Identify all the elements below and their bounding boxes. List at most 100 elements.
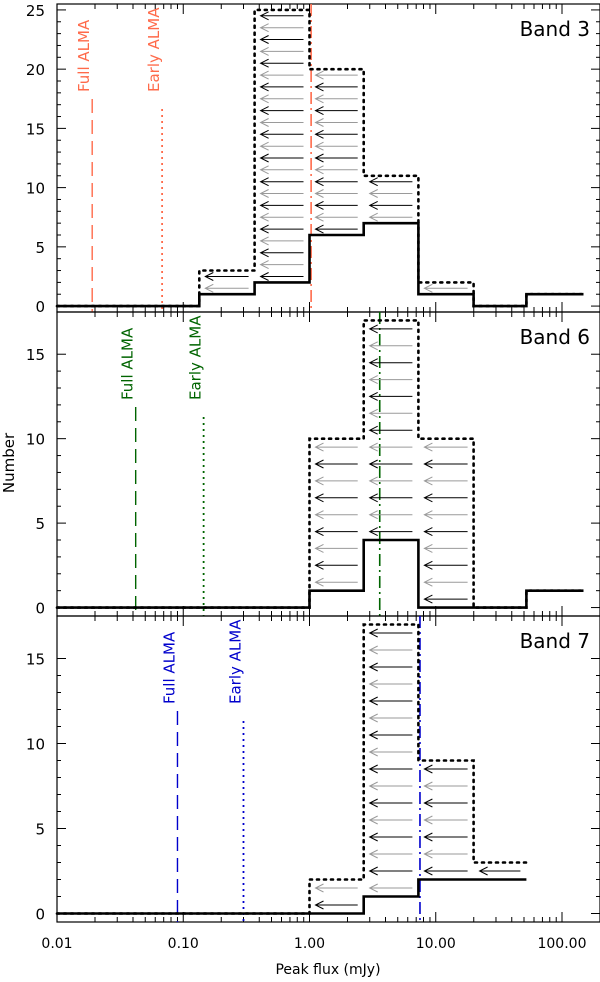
- upper-limit-arrow: [368, 781, 413, 791]
- upper-limit-arrow: [259, 11, 304, 21]
- panel-band-7: 0 5 10 15 Full ALMA Early ALMA Band 7: [26, 615, 600, 924]
- upper-limit-arrow: [368, 730, 413, 740]
- early-alma-label: Early ALMA: [145, 7, 163, 92]
- upper-limit-arrow: [259, 165, 304, 175]
- upper-limit-arrow: [314, 883, 358, 893]
- panel-band-6: 0 5 10 15 Full ALMA Early ALMA Band 6: [26, 311, 600, 618]
- upper-limit-arrow: [314, 94, 358, 104]
- upper-limit-arrow: [368, 866, 413, 876]
- upper-limit-arrow: [423, 510, 468, 520]
- upper-limit-arrow: [259, 82, 304, 92]
- x-tick-label: 0.10: [168, 936, 199, 952]
- upper-limit-arrow: [478, 866, 521, 876]
- upper-limit-arrow: [368, 662, 413, 672]
- y-tick-label: 0: [35, 600, 45, 618]
- upper-limit-arrow: [368, 815, 413, 825]
- upper-limit-arrow: [259, 35, 304, 44]
- y-tick-label: 10: [26, 180, 45, 198]
- upper-limit-arrow: [259, 141, 304, 151]
- upper-limit-arrow: [259, 177, 304, 187]
- early-alma-label: Early ALMA: [187, 315, 205, 400]
- x-axis-label: Peak flux (mJy): [275, 962, 380, 978]
- upper-limit-arrow: [368, 679, 413, 689]
- y-tick-label: 5: [35, 821, 45, 839]
- upper-limit-arrow: [314, 141, 358, 151]
- y-tick-label: 5: [35, 515, 45, 533]
- x-tick-label: 10.00: [416, 936, 456, 952]
- upper-limit-arrow: [423, 849, 468, 859]
- upper-limit-arrow: [423, 459, 468, 469]
- full-alma-label: Full ALMA: [75, 19, 93, 92]
- upper-limit-arrow: [423, 283, 468, 293]
- y-axis-label: Number: [0, 432, 18, 493]
- upper-limit-arrow: [259, 106, 304, 116]
- upper-limit-arrow: [314, 118, 358, 127]
- upper-limit-arrow: [259, 118, 304, 127]
- panel-title: Band 3: [520, 17, 590, 41]
- upper-limit-arrow: [368, 212, 413, 222]
- full-alma-label: Full ALMA: [119, 327, 137, 400]
- upper-limit-arrow: [259, 248, 304, 258]
- upper-limit-arrow: [368, 341, 413, 351]
- upper-limit-arrow: [314, 70, 358, 80]
- upper-limit-arrow: [259, 272, 304, 281]
- upper-limit-arrow: [259, 94, 304, 104]
- upper-limit-arrow: [314, 177, 358, 187]
- upper-limit-arrow: [368, 764, 413, 774]
- upper-limit-arrow: [368, 493, 413, 503]
- upper-limit-arrow: [259, 236, 304, 246]
- upper-limit-arrow: [423, 832, 468, 842]
- upper-limit-arrow: [259, 129, 304, 139]
- upper-limit-arrow: [368, 189, 413, 198]
- y-tick-label: 20: [26, 61, 45, 79]
- upper-limit-arrow: [259, 212, 304, 222]
- upper-limit-arrow: [314, 527, 358, 537]
- upper-limit-arrow: [259, 200, 304, 210]
- panel-title: Band 7: [520, 629, 590, 653]
- upper-limit-arrow: [423, 560, 468, 570]
- upper-limit-arrow: [314, 224, 358, 234]
- panel-title: Band 6: [520, 325, 590, 349]
- upper-limit-arrow: [368, 375, 413, 385]
- early-alma-label: Early ALMA: [226, 619, 244, 704]
- upper-limit-arrow: [368, 510, 413, 520]
- y-tick-label: 5: [35, 239, 45, 257]
- upper-limit-arrow: [368, 476, 413, 486]
- upper-limit-arrow: [368, 442, 413, 452]
- total-histogram: [55, 623, 528, 915]
- detected-histogram: [57, 538, 584, 609]
- upper-limit-arrow: [314, 493, 358, 503]
- upper-limit-arrow: [314, 82, 358, 92]
- upper-limit-arrow: [368, 628, 413, 638]
- upper-limit-arrow: [368, 832, 413, 842]
- upper-limit-arrow: [368, 177, 413, 187]
- upper-limit-arrow: [423, 442, 468, 452]
- x-tick-label: 100.00: [537, 936, 586, 952]
- y-tick-label: 0: [35, 906, 45, 924]
- upper-limit-arrow: [314, 153, 358, 163]
- upper-limit-arrow: [259, 260, 304, 270]
- x-tick-label: 0.01: [41, 936, 72, 952]
- panel-band-3: 0 5 10 15 20 25 Full ALMA Early ALMA Band 3: [26, 2, 600, 316]
- y-tick-label: 10: [26, 431, 45, 449]
- upper-limit-arrow: [368, 849, 413, 859]
- upper-limit-arrow: [423, 527, 468, 537]
- y-tick-label: 25: [26, 2, 45, 20]
- upper-limit-arrow: [259, 224, 304, 234]
- upper-limit-arrow: [368, 798, 413, 808]
- upper-limit-arrow: [423, 798, 468, 808]
- y-tick-label: 10: [26, 736, 45, 754]
- upper-limit-arrow: [314, 442, 358, 452]
- upper-limit-arrow: [314, 106, 358, 116]
- full-alma-label: Full ALMA: [160, 631, 178, 704]
- upper-limit-arrow: [423, 815, 468, 825]
- upper-limit-arrow: [259, 23, 304, 33]
- upper-limit-arrow: [259, 58, 304, 68]
- upper-limit-arrow: [368, 527, 413, 537]
- upper-limit-arrow: [423, 781, 468, 791]
- upper-limit-arrow: [314, 200, 358, 210]
- upper-limit-arrow: [368, 883, 413, 893]
- upper-limit-arrow: [259, 70, 304, 80]
- upper-limit-arrow: [423, 543, 468, 553]
